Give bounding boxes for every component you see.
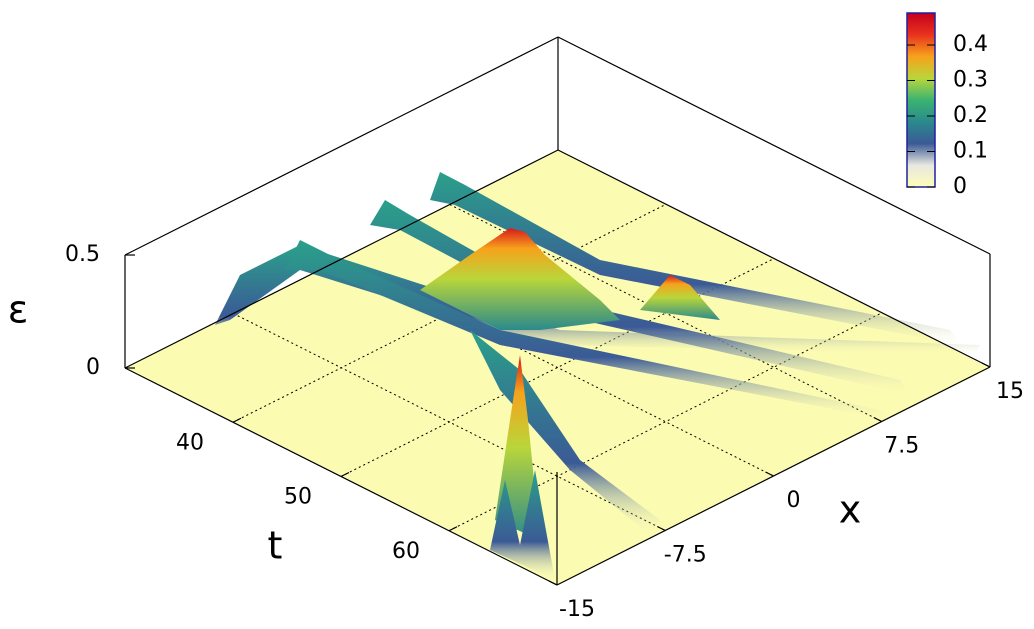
x-tick-label: 15 — [996, 379, 1024, 404]
x-tick-label: -7.5 — [664, 543, 707, 568]
t-tick — [232, 417, 242, 423]
x-tick-label: -15 — [559, 597, 595, 622]
z-tick-label: 0.5 — [65, 242, 100, 267]
x-tick — [873, 416, 883, 423]
colorbar: 0 0.1 0.2 0.3 0.4 — [906, 12, 988, 199]
x-tick — [765, 471, 774, 477]
colorbar-tick-label: 0.4 — [953, 32, 988, 57]
x-tick — [981, 362, 991, 368]
ridge — [490, 470, 555, 580]
t-tick-label: 60 — [392, 539, 420, 564]
z-axis-label: ε — [8, 288, 29, 332]
surface — [215, 172, 980, 580]
x-axis-label: x — [839, 488, 862, 532]
ridge — [430, 172, 960, 345]
t-tick — [340, 471, 350, 478]
peak — [420, 228, 620, 330]
colorbar-tick-label: 0 — [953, 174, 967, 199]
peak — [640, 275, 720, 320]
box-edge — [124, 36, 559, 256]
colorbar-tick-label: 0.2 — [953, 103, 988, 128]
x-tick-label: 7.5 — [884, 434, 919, 459]
t-tick — [448, 526, 458, 532]
box — [124, 36, 991, 586]
z-tick-label: 0 — [86, 355, 100, 380]
grid-line — [232, 203, 667, 423]
colorbar-tick-label: 0.1 — [953, 138, 988, 163]
t-axis-label: t — [268, 524, 283, 568]
x-tick-label: 0 — [787, 488, 801, 513]
colorbar-rect — [906, 12, 936, 188]
colorbar-tick-label: 0.3 — [953, 67, 988, 92]
box-edge — [557, 149, 991, 368]
ridge — [215, 245, 980, 355]
ridge — [285, 240, 890, 420]
t-tick-label: 50 — [284, 485, 312, 510]
ridge — [370, 200, 910, 395]
x-tick — [656, 525, 666, 532]
grid-line — [340, 258, 775, 477]
t-tick-label: 40 — [176, 430, 204, 455]
box-edge — [557, 36, 991, 255]
x-tick — [548, 580, 558, 586]
box-edge — [124, 149, 559, 369]
